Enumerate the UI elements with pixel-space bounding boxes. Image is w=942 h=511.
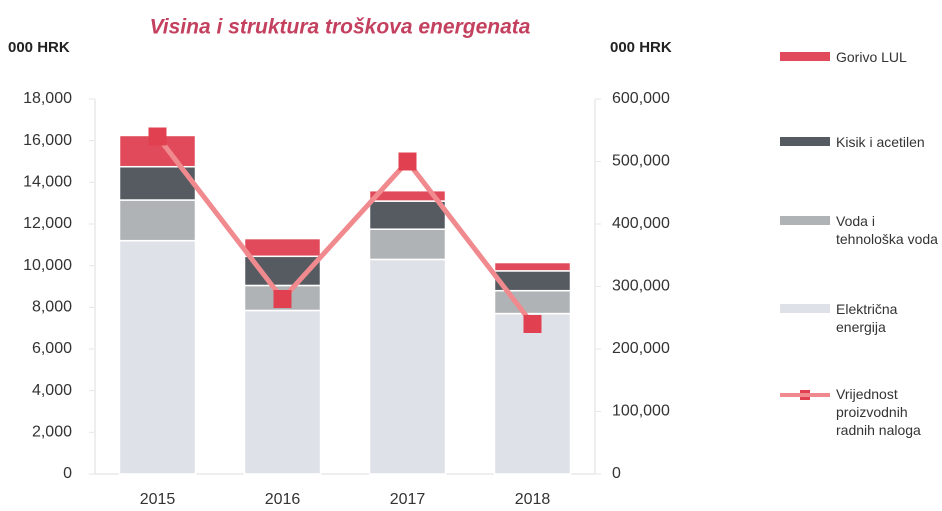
bar-segment: [368, 258, 447, 475]
legend-label: Električna energija: [836, 301, 898, 335]
y-tick-label: 16,000: [23, 132, 72, 149]
line-marker: [273, 290, 292, 308]
x-tick-label: 2018: [515, 491, 551, 508]
line-marker: [148, 127, 167, 146]
bar-segment: [118, 134, 197, 168]
y2-tick-label: 100,000: [612, 403, 670, 420]
y-tick-label: 8,000: [32, 299, 72, 316]
bar-segment: [243, 309, 322, 475]
legend-swatch: [780, 389, 830, 401]
legend-label: Vrijednost proizvodnih radnih naloga: [836, 386, 921, 438]
line-marker: [398, 152, 417, 171]
y2-tick-label: 500,000: [612, 153, 670, 170]
y-tick-label: 12,000: [23, 215, 72, 232]
legend-item: Vrijednost proizvodnih radnih naloga: [780, 385, 942, 439]
legend-swatch: [780, 304, 830, 313]
y-axis-label: 000 HRK: [8, 39, 70, 56]
legend-item: Električna energija: [780, 300, 942, 336]
line: [155, 134, 535, 326]
bar-segment: [368, 200, 447, 230]
bar-segment: [243, 237, 322, 258]
y-tick-label: 4,000: [32, 382, 72, 399]
legend-label: Voda i tehnološka voda: [836, 213, 938, 247]
legend-item: Voda i tehnološka voda: [780, 212, 942, 248]
legend-swatch: [780, 137, 830, 146]
bar-segment: [368, 189, 447, 202]
x-tick-label: 2015: [140, 491, 176, 508]
y-tick-label: 18,000: [23, 90, 72, 107]
y-tick-label: 0: [63, 465, 72, 482]
y2-tick-label: 400,000: [612, 215, 670, 232]
legend-label: Kisik i acetilen: [836, 134, 925, 150]
bar-segment: [493, 289, 572, 315]
y2-tick-label: 0: [612, 465, 621, 482]
y-tick-label: 14,000: [23, 174, 72, 191]
legend-item: Gorivo LUL: [780, 48, 942, 66]
y2-tick-label: 200,000: [612, 340, 670, 357]
legend-swatch: [780, 52, 830, 61]
chart-title: Visina i struktura troškova energenata: [150, 16, 531, 39]
y2-tick-label: 600,000: [612, 90, 670, 107]
bar-segment: [493, 312, 572, 475]
bar-segment: [118, 239, 197, 475]
x-tick-label: 2016: [265, 491, 301, 508]
y-tick-label: 10,000: [23, 257, 72, 274]
bar-segment: [368, 228, 447, 261]
y-tick-label: 6,000: [32, 340, 72, 357]
x-tick-label: 2017: [390, 491, 426, 508]
y2-tick-label: 300,000: [612, 278, 670, 295]
bar-segment: [118, 199, 197, 242]
legend-item: Kisik i acetilen: [780, 133, 942, 151]
y2-axis-label: 000 HRK: [610, 39, 672, 56]
legend-label: Gorivo LUL: [836, 49, 907, 65]
legend-swatch: [780, 216, 830, 225]
y-tick-label: 2,000: [32, 424, 72, 441]
bar-segment: [493, 261, 572, 272]
line-marker: [523, 315, 542, 333]
